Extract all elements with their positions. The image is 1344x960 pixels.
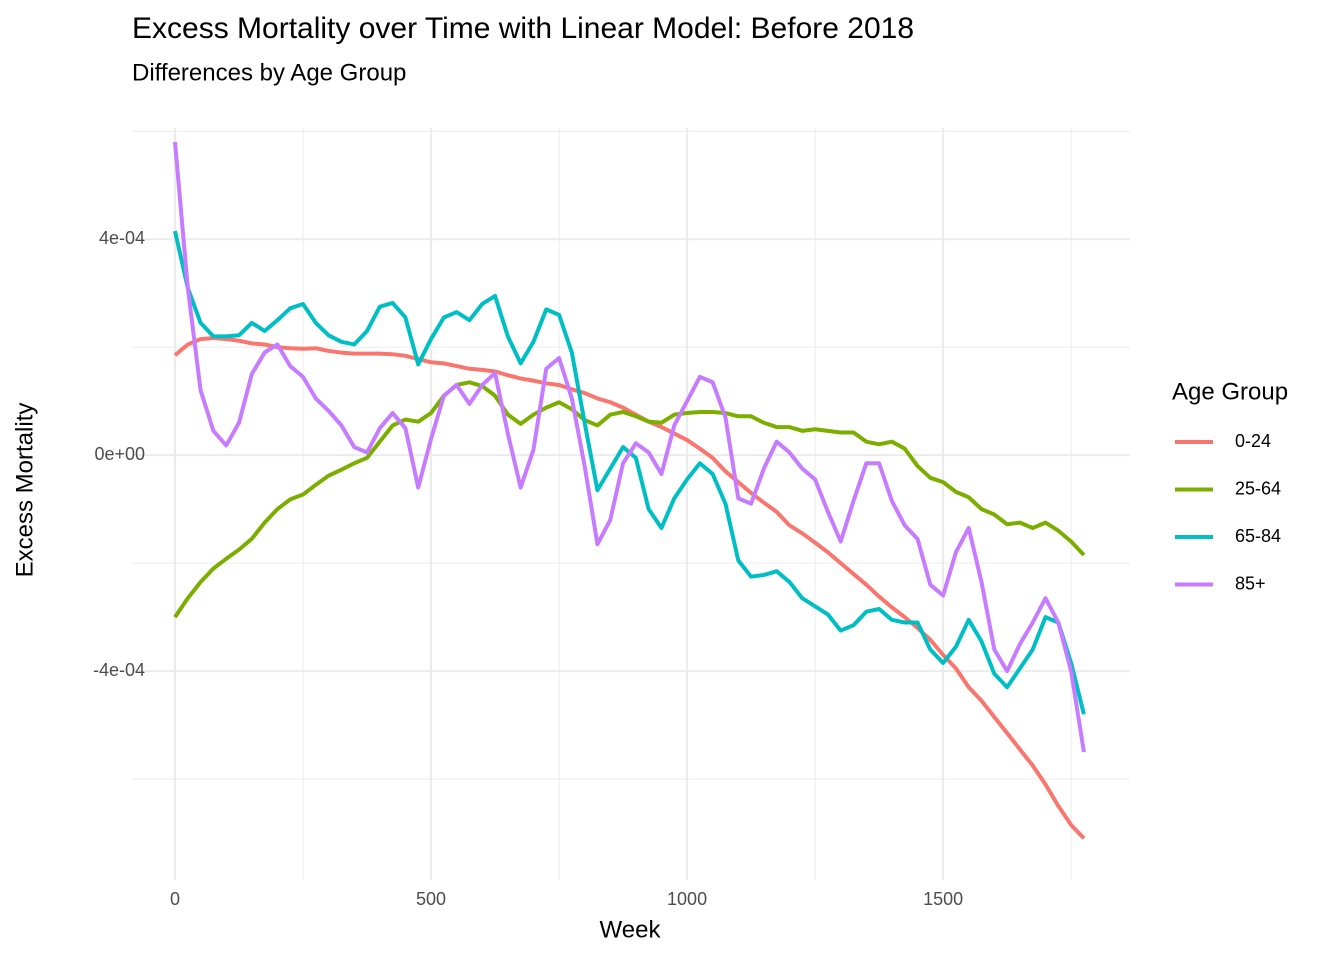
legend-label: 65-84 xyxy=(1235,526,1281,546)
data-line xyxy=(172,141,1086,753)
x-tick-label: 1000 xyxy=(667,889,707,909)
data-line xyxy=(173,380,1086,619)
y-axis-label: Excess Mortality xyxy=(11,403,38,578)
y-tick-label: 4e-04 xyxy=(99,228,145,248)
x-tick-label: 1500 xyxy=(923,889,963,909)
x-tick-label: 0 xyxy=(170,889,180,909)
chart-subtitle: Differences by Age Group xyxy=(132,59,406,86)
data-line xyxy=(173,336,1086,840)
y-tick-label: 0e+00 xyxy=(94,444,145,464)
legend-label: 0-24 xyxy=(1235,431,1271,451)
y-tick-label: -4e-04 xyxy=(93,660,145,680)
data-line xyxy=(173,230,1086,715)
x-axis-label: Week xyxy=(600,916,662,943)
legend-label: 85+ xyxy=(1235,573,1266,593)
legend-title: Age Group xyxy=(1172,378,1288,405)
chart-title: Excess Mortality over Time with Linear M… xyxy=(132,12,914,45)
legend-label: 25-64 xyxy=(1235,478,1281,498)
x-tick-label: 500 xyxy=(416,889,446,909)
